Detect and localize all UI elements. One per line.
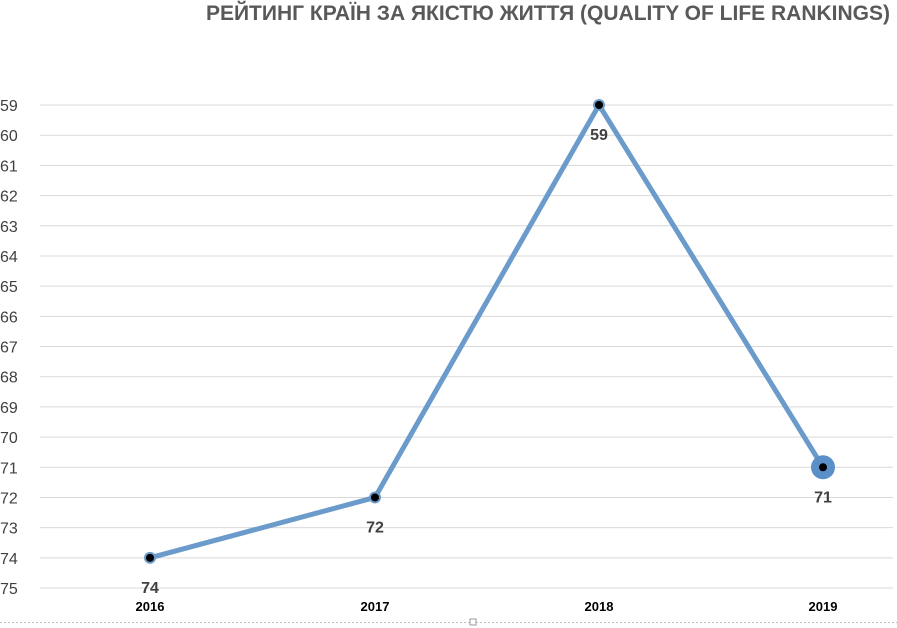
data-point xyxy=(146,553,154,562)
gridlines xyxy=(40,104,893,589)
data-point xyxy=(371,493,379,502)
y-tick-label: 72 xyxy=(0,490,18,507)
y-tick-label: 60 xyxy=(0,128,18,145)
data-label: 72 xyxy=(366,519,384,536)
data-markers xyxy=(144,99,835,564)
x-tick-label: 2017 xyxy=(361,599,390,614)
y-tick-label: 69 xyxy=(0,400,18,417)
y-tick-label: 65 xyxy=(0,279,18,296)
series-line xyxy=(147,102,826,561)
y-tick-label: 63 xyxy=(0,219,18,236)
x-axis-ticks: 2016 2017 2018 2019 xyxy=(136,599,838,614)
y-axis-ticks: 59 60 61 62 63 64 65 66 67 68 69 70 71 72 73 74 75 xyxy=(0,98,18,598)
x-tick-label: 2016 xyxy=(136,599,165,614)
y-tick-label: 75 xyxy=(0,581,18,598)
y-tick-label: 67 xyxy=(0,340,18,357)
y-tick-label: 62 xyxy=(0,189,18,206)
data-label: 74 xyxy=(141,580,159,597)
y-tick-label: 64 xyxy=(0,249,18,266)
data-labels: 74 72 59 71 xyxy=(141,127,832,597)
y-tick-label: 73 xyxy=(0,521,18,538)
resize-handle[interactable] xyxy=(469,618,477,626)
y-tick-label: 61 xyxy=(0,158,18,175)
data-point xyxy=(595,101,603,109)
y-tick-label: 66 xyxy=(0,309,18,326)
data-point xyxy=(819,463,827,472)
y-tick-label: 74 xyxy=(0,551,18,568)
data-label: 59 xyxy=(590,127,608,144)
y-tick-label: 70 xyxy=(0,430,18,447)
y-tick-label: 68 xyxy=(0,370,18,387)
series-line-group xyxy=(147,102,826,561)
data-label: 71 xyxy=(814,489,832,506)
y-tick-label: 71 xyxy=(0,460,18,477)
y-tick-label: 59 xyxy=(0,98,18,115)
chart-title: РЕЙТИНГ КРАЇН ЗА ЯКІСТЮ ЖИТТЯ (QUALITY O… xyxy=(206,1,890,25)
x-tick-label: 2018 xyxy=(585,599,614,614)
x-tick-label: 2019 xyxy=(809,599,838,614)
